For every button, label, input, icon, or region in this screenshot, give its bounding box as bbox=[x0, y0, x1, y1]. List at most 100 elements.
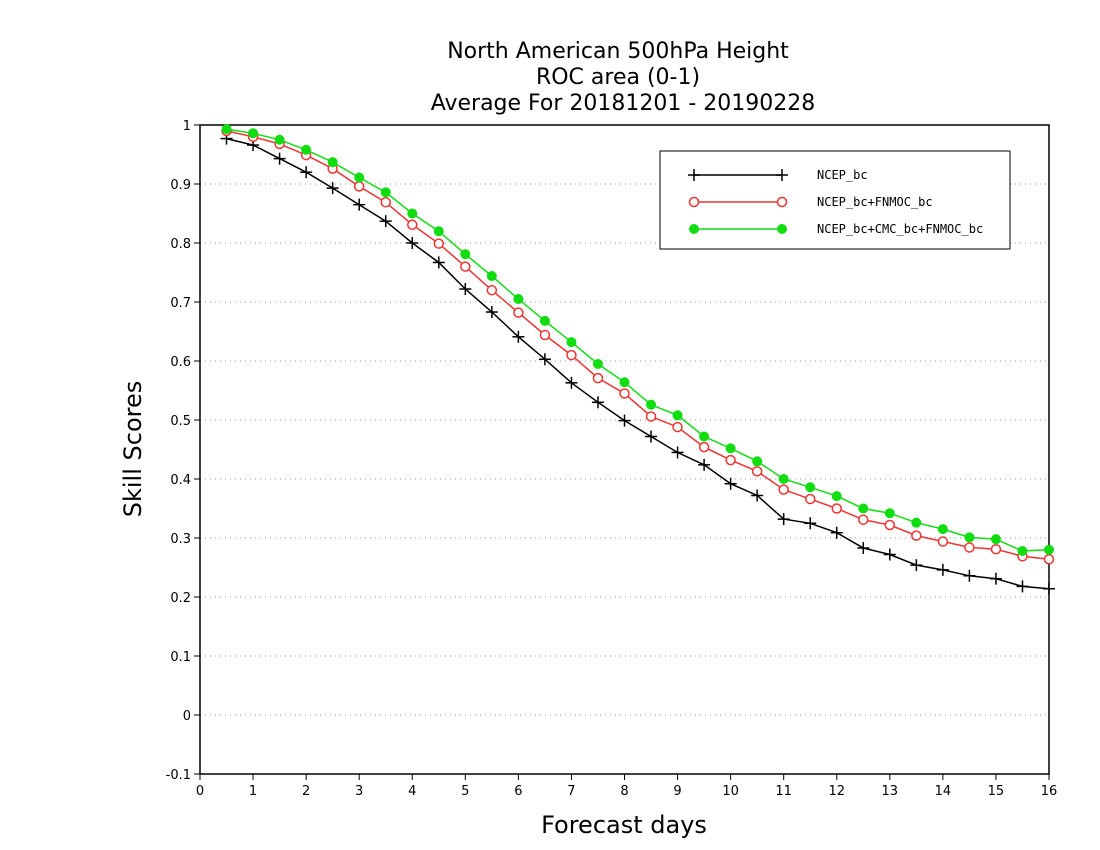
data-point bbox=[1043, 553, 1055, 565]
y-tick-label: 0 bbox=[183, 709, 191, 724]
data-point bbox=[698, 441, 710, 453]
data-point bbox=[776, 196, 788, 208]
data-point bbox=[592, 372, 604, 384]
data-point bbox=[459, 283, 472, 296]
x-tick-label: 2 bbox=[302, 784, 310, 799]
data-point bbox=[858, 503, 869, 514]
grid-lines bbox=[200, 183, 1049, 716]
legend-entry: NCEP_bc+CMC_bc+FNMOC_bc bbox=[689, 222, 983, 236]
data-point bbox=[910, 559, 923, 572]
data-point bbox=[777, 224, 787, 234]
y-tick-label: 0.3 bbox=[170, 532, 191, 547]
data-point bbox=[354, 172, 365, 183]
x-tick-label: 11 bbox=[775, 784, 792, 799]
legend-entry: NCEP_bc bbox=[688, 168, 868, 182]
data-point bbox=[699, 431, 710, 442]
y-axis-label: Skill Scores bbox=[119, 381, 147, 518]
data-point bbox=[326, 182, 339, 195]
data-point bbox=[884, 519, 896, 531]
data-point bbox=[831, 491, 842, 502]
data-point bbox=[406, 237, 419, 249]
x-tick-label: 9 bbox=[673, 784, 681, 799]
data-point bbox=[937, 524, 948, 535]
data-point bbox=[831, 503, 842, 514]
y-tick-label: 0.8 bbox=[170, 237, 191, 252]
y-tick-label: 1 bbox=[183, 119, 191, 134]
data-point bbox=[857, 542, 870, 555]
data-point bbox=[858, 514, 869, 525]
series-ncep-bc-fnmoc-bc bbox=[221, 125, 1055, 565]
y-tick-label: 0.4 bbox=[170, 473, 191, 488]
data-point bbox=[883, 548, 896, 561]
y-tick-label: 0.2 bbox=[170, 591, 191, 606]
legend: NCEP_bc NCEP_bc+FNMOC_bc NCEP_bc+CMC_bc+FN… bbox=[659, 150, 1011, 250]
data-point bbox=[592, 358, 603, 369]
data-point bbox=[353, 181, 365, 192]
data-point bbox=[804, 517, 817, 530]
legend-label: NCEP_bc+FNMOC_bc bbox=[817, 195, 933, 209]
data-point bbox=[486, 284, 498, 296]
data-point bbox=[353, 198, 366, 211]
chart-period: Average For 20181201 - 20190228 bbox=[431, 91, 816, 116]
data-point bbox=[936, 563, 949, 576]
data-point bbox=[618, 414, 631, 427]
data-point bbox=[645, 411, 657, 422]
data-point bbox=[1017, 545, 1028, 556]
x-tick-label: 12 bbox=[828, 784, 845, 799]
data-point bbox=[591, 396, 604, 409]
data-point bbox=[884, 508, 895, 519]
data-point bbox=[725, 443, 736, 454]
data-point bbox=[778, 484, 789, 495]
data-point bbox=[538, 353, 551, 366]
series-ncep-bc bbox=[220, 132, 1055, 595]
data-point bbox=[460, 249, 471, 260]
y-tick-label: 0.9 bbox=[170, 178, 191, 193]
data-point bbox=[380, 197, 391, 208]
data-point bbox=[689, 224, 699, 234]
y-tick-label: 0.1 bbox=[170, 650, 191, 665]
plot-frame bbox=[199, 124, 1050, 775]
legend-entry: NCEP_bc+FNMOC_bc bbox=[688, 195, 933, 209]
data-point bbox=[777, 513, 790, 526]
y-tick-label: 0.5 bbox=[170, 414, 191, 429]
data-point bbox=[274, 134, 285, 145]
data-point bbox=[300, 166, 313, 179]
series-line bbox=[226, 137, 1050, 590]
y-tick-label: 0.7 bbox=[170, 296, 191, 311]
series-ncep-bc-cmc-bc-fnmoc-bc bbox=[221, 124, 1054, 556]
data-point bbox=[327, 157, 338, 168]
x-tick-label: 15 bbox=[988, 784, 1005, 799]
legend-label: NCEP_bc bbox=[817, 168, 868, 182]
data-point bbox=[432, 256, 445, 269]
x-tick-label: 5 bbox=[461, 784, 469, 799]
data-point bbox=[380, 187, 391, 198]
data-point bbox=[301, 144, 312, 155]
data-point bbox=[379, 215, 392, 228]
x-tick-label: 0 bbox=[196, 784, 204, 799]
x-tick-label: 8 bbox=[620, 784, 628, 799]
data-point bbox=[672, 421, 683, 433]
data-point bbox=[486, 271, 497, 282]
data-point bbox=[688, 169, 700, 181]
data-point bbox=[911, 530, 922, 541]
data-point bbox=[724, 477, 737, 490]
data-point bbox=[1043, 582, 1055, 595]
data-point bbox=[273, 152, 286, 165]
y-tick-label: -0.1 bbox=[166, 768, 191, 783]
data-point bbox=[698, 458, 711, 471]
data-point bbox=[725, 454, 736, 466]
data-point bbox=[433, 226, 444, 237]
data-point bbox=[751, 489, 764, 502]
data-point bbox=[512, 330, 525, 343]
data-point bbox=[990, 534, 1001, 545]
data-point bbox=[751, 466, 763, 477]
data-point bbox=[964, 532, 975, 543]
x-tick-label: 4 bbox=[408, 784, 416, 799]
data-point bbox=[539, 329, 551, 341]
x-tick-label: 14 bbox=[935, 784, 952, 799]
legend-box bbox=[659, 150, 1011, 250]
data-point bbox=[989, 572, 1002, 585]
chart-title: North American 500hPa Height bbox=[447, 39, 789, 64]
data-point bbox=[830, 526, 843, 539]
